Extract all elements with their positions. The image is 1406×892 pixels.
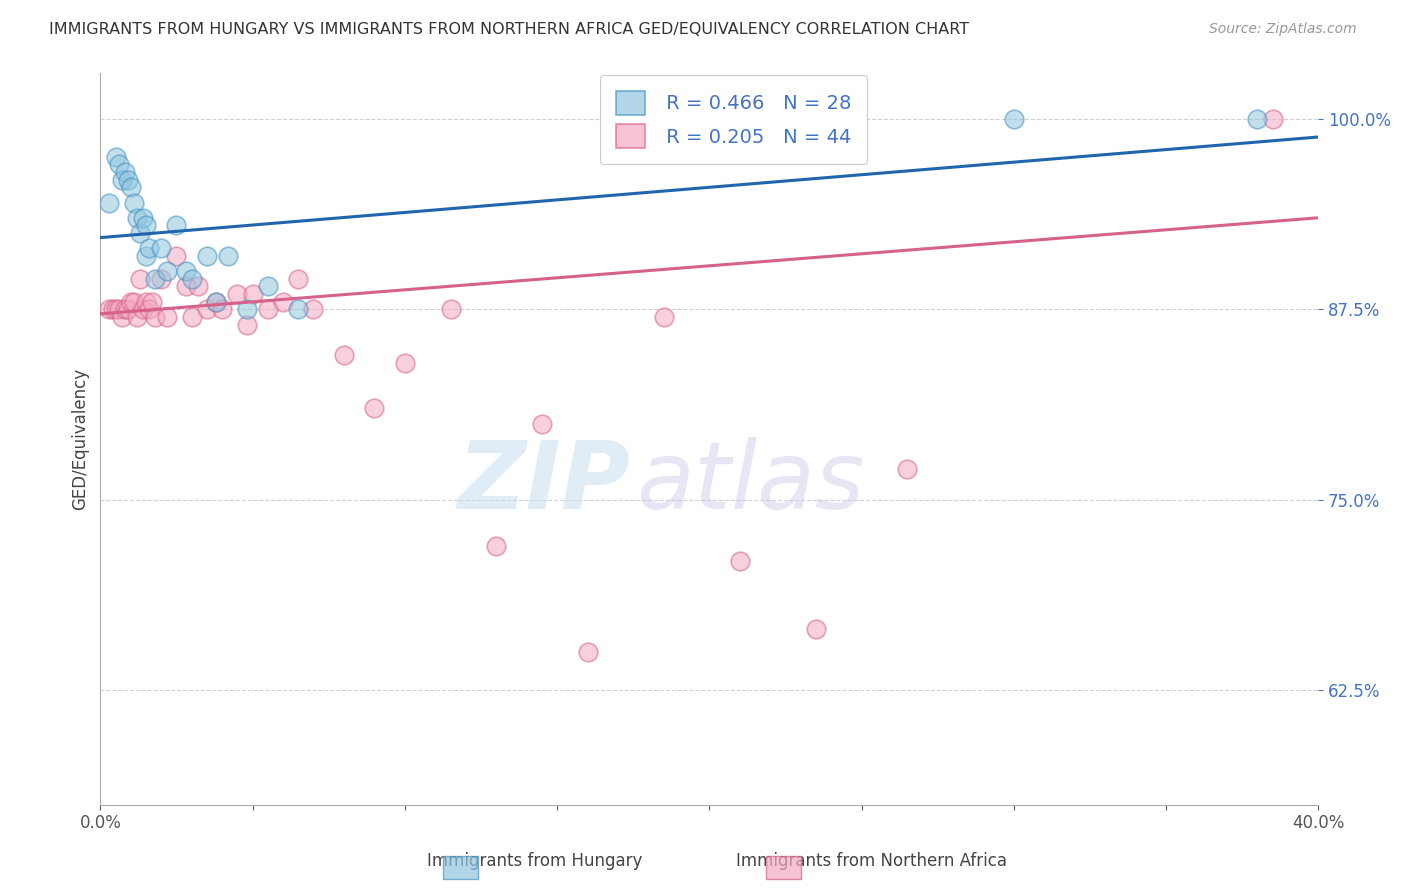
- Point: [114, 302, 136, 317]
- Point: [174, 279, 197, 293]
- Point: [120, 294, 142, 309]
- Point: [111, 310, 134, 324]
- Point: [141, 294, 163, 309]
- Point: [242, 287, 264, 301]
- Point: [166, 249, 188, 263]
- Text: IMMIGRANTS FROM HUNGARY VS IMMIGRANTS FROM NORTHERN AFRICA GED/EQUIVALENCY CORRE: IMMIGRANTS FROM HUNGARY VS IMMIGRANTS FR…: [49, 22, 969, 37]
- Point: [143, 272, 166, 286]
- Point: [122, 195, 145, 210]
- Point: [1002, 112, 1025, 126]
- Point: [235, 302, 257, 317]
- Point: [135, 249, 157, 263]
- Point: [125, 310, 148, 324]
- Point: [138, 241, 160, 255]
- Point: [107, 157, 129, 171]
- Point: [120, 180, 142, 194]
- Point: [226, 287, 249, 301]
- Text: Immigrants from Northern Africa: Immigrants from Northern Africa: [737, 852, 1007, 870]
- Point: [187, 279, 209, 293]
- Point: [174, 264, 197, 278]
- Point: [1246, 112, 1268, 126]
- Point: [132, 302, 155, 317]
- Point: [195, 249, 218, 263]
- Point: [804, 623, 827, 637]
- Point: [135, 294, 157, 309]
- Point: [195, 302, 218, 317]
- Point: [114, 165, 136, 179]
- Point: [363, 401, 385, 416]
- Point: [122, 294, 145, 309]
- Point: [156, 264, 179, 278]
- Point: [156, 310, 179, 324]
- Text: Source: ZipAtlas.com: Source: ZipAtlas.com: [1209, 22, 1357, 37]
- Point: [135, 219, 157, 233]
- Point: [104, 302, 127, 317]
- Point: [180, 272, 202, 286]
- Point: [111, 172, 134, 186]
- Point: [896, 462, 918, 476]
- Point: [150, 241, 173, 255]
- Point: [217, 249, 239, 263]
- Point: [333, 348, 356, 362]
- Y-axis label: GED/Equivalency: GED/Equivalency: [72, 368, 89, 510]
- Point: [117, 172, 139, 186]
- Point: [530, 417, 553, 431]
- Point: [107, 302, 129, 317]
- Point: [104, 150, 127, 164]
- Text: Immigrants from Hungary: Immigrants from Hungary: [426, 852, 643, 870]
- Point: [1261, 112, 1284, 126]
- Point: [98, 195, 121, 210]
- Point: [576, 645, 599, 659]
- Point: [132, 211, 155, 225]
- Point: [98, 302, 121, 317]
- Point: [205, 294, 228, 309]
- Point: [287, 302, 309, 317]
- Point: [101, 302, 124, 317]
- Point: [394, 356, 416, 370]
- Point: [287, 272, 309, 286]
- Point: [485, 539, 508, 553]
- Point: [180, 310, 202, 324]
- Point: [143, 310, 166, 324]
- Point: [129, 226, 152, 240]
- Point: [652, 310, 675, 324]
- Point: [728, 554, 751, 568]
- Point: [117, 302, 139, 317]
- Point: [302, 302, 325, 317]
- Point: [439, 302, 461, 317]
- Point: [211, 302, 233, 317]
- Text: ZIP: ZIP: [457, 437, 630, 529]
- Point: [138, 302, 160, 317]
- Point: [235, 318, 257, 332]
- Point: [150, 272, 173, 286]
- Legend:  R = 0.466   N = 28,  R = 0.205   N = 44: R = 0.466 N = 28, R = 0.205 N = 44: [600, 76, 868, 163]
- Point: [129, 272, 152, 286]
- Point: [271, 294, 294, 309]
- Point: [256, 279, 278, 293]
- Point: [205, 294, 228, 309]
- Point: [166, 219, 188, 233]
- Text: atlas: atlas: [637, 437, 865, 528]
- Point: [125, 211, 148, 225]
- Point: [256, 302, 278, 317]
